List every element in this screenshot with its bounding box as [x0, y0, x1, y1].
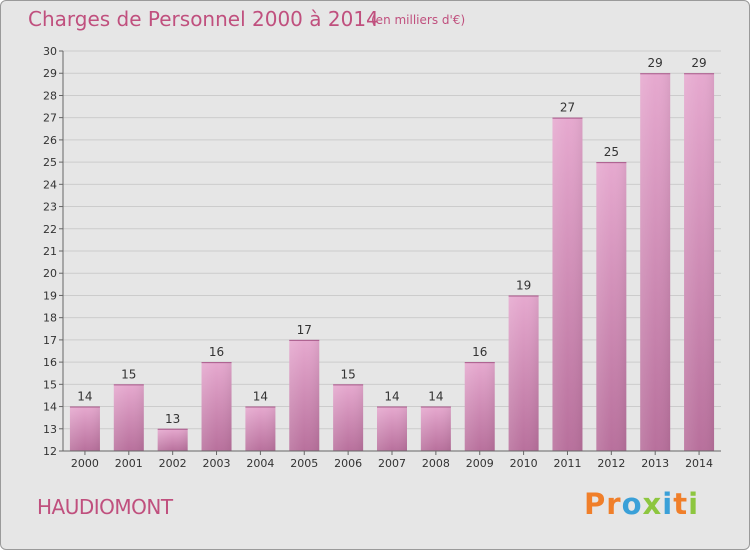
y-tick-label: 22 — [43, 223, 57, 236]
logo-letter: P — [584, 487, 607, 521]
logo-letter: o — [621, 487, 643, 521]
x-tick-label: 2000 — [71, 457, 99, 470]
chart-subtitle: (en milliers d'€) — [371, 13, 466, 27]
bar-shade — [245, 406, 276, 451]
y-tick-label: 21 — [43, 245, 57, 258]
data-label: 14 — [428, 390, 443, 404]
x-tick-label: 2003 — [203, 457, 231, 470]
x-tick-label: 2010 — [510, 457, 538, 470]
x-tick-label: 2008 — [422, 457, 450, 470]
x-tick-label: 2005 — [290, 457, 318, 470]
bar-shade — [69, 406, 100, 451]
logo-letter: x — [642, 487, 663, 521]
data-label: 14 — [253, 390, 268, 404]
proxiti-logo: Proxiti — [584, 487, 699, 521]
data-label: 16 — [209, 345, 224, 359]
x-tick-label: 2012 — [597, 457, 625, 470]
bar-shade — [596, 162, 627, 451]
bars: 14 15 13 16 14 17 15 14 14 16 19 27 25 29 29 — [69, 56, 715, 452]
bar-shade — [157, 428, 188, 451]
data-label: 29 — [691, 56, 706, 70]
x-tick-label: 2011 — [553, 457, 581, 470]
bar-shade — [508, 295, 539, 451]
x-tick-label: 2009 — [466, 457, 494, 470]
data-label: 27 — [560, 101, 575, 115]
bar-shade — [640, 73, 671, 451]
y-tick-label: 28 — [43, 89, 57, 102]
x-tick-label: 2002 — [159, 457, 187, 470]
data-label: 14 — [384, 390, 399, 404]
y-tick-label: 25 — [43, 156, 57, 169]
bar-shade — [113, 384, 144, 451]
x-tick-label: 2014 — [685, 457, 713, 470]
bar-shade — [552, 117, 583, 452]
axes: 12 13 14 15 16 17 18 19 20 21 22 23 24 25 26 27 28 29 30 20… — [43, 45, 721, 470]
bar-shade — [289, 339, 320, 451]
y-tick-label: 26 — [43, 134, 57, 147]
x-tick-label: 2004 — [246, 457, 274, 470]
commune-name: HAUDIOMONT — [37, 495, 173, 519]
logo-letter: i — [662, 487, 674, 521]
logo-letter: i — [688, 487, 700, 521]
logo-letter: t — [673, 487, 689, 521]
x-tick-label: 2013 — [641, 457, 669, 470]
y-tick-label: 19 — [43, 289, 57, 302]
x-tick-label: 2006 — [334, 457, 362, 470]
y-tick-label: 29 — [43, 67, 57, 80]
data-label: 17 — [297, 323, 312, 337]
y-tick-label: 18 — [43, 312, 57, 325]
y-tick-label: 13 — [43, 423, 57, 436]
bar-shade — [201, 362, 232, 451]
x-tick-label: 2007 — [378, 457, 406, 470]
y-tick-label: 15 — [43, 378, 57, 391]
data-label: 15 — [340, 367, 355, 381]
y-tick-label: 23 — [43, 201, 57, 214]
y-tick-label: 14 — [43, 401, 57, 414]
data-label: 15 — [121, 367, 136, 381]
y-tick-label: 24 — [43, 178, 57, 191]
bar-shade — [684, 73, 715, 451]
data-label: 16 — [472, 345, 487, 359]
bar-shade — [464, 362, 495, 451]
bar-shade — [420, 406, 451, 451]
data-label: 25 — [604, 145, 619, 159]
logo-letter: r — [606, 487, 622, 521]
y-tick-label: 20 — [43, 267, 57, 280]
y-tick-label: 17 — [43, 334, 57, 347]
bar-shade — [333, 384, 364, 451]
x-tick-label: 2001 — [115, 457, 143, 470]
y-tick-label: 30 — [43, 45, 57, 58]
chart-title: Charges de Personnel 2000 à 2014 — [28, 7, 379, 31]
y-tick-label: 16 — [43, 356, 57, 369]
bar-shade — [377, 406, 407, 451]
data-label: 13 — [165, 412, 180, 426]
data-label: 29 — [648, 56, 663, 70]
data-label: 14 — [77, 390, 92, 404]
y-tick-label: 12 — [43, 445, 57, 458]
data-label: 19 — [516, 278, 531, 292]
y-tick-label: 27 — [43, 112, 57, 125]
